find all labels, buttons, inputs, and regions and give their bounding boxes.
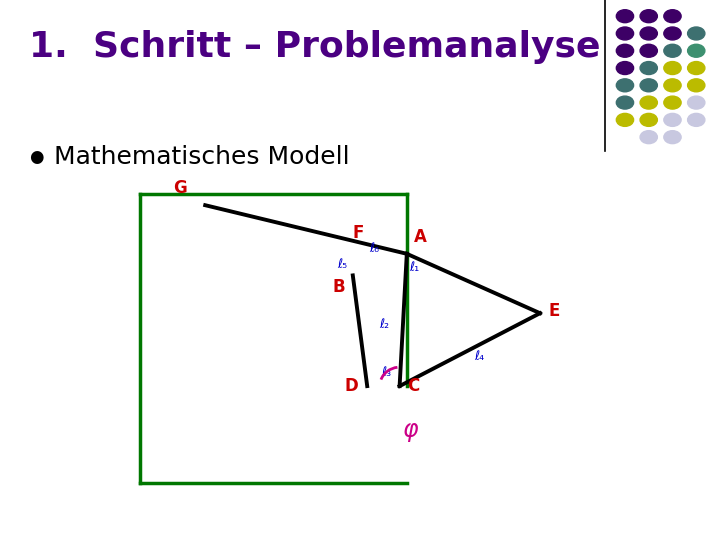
- Circle shape: [616, 27, 634, 40]
- Circle shape: [640, 96, 657, 109]
- Circle shape: [664, 131, 681, 144]
- Circle shape: [616, 10, 634, 23]
- Text: E: E: [549, 301, 560, 320]
- Circle shape: [664, 10, 681, 23]
- Circle shape: [640, 131, 657, 144]
- Circle shape: [688, 27, 705, 40]
- Circle shape: [640, 27, 657, 40]
- Text: ℓ₃: ℓ₃: [382, 366, 392, 379]
- Circle shape: [616, 96, 634, 109]
- Text: 1.  Schritt – Problemanalyse: 1. Schritt – Problemanalyse: [29, 30, 600, 64]
- Circle shape: [688, 62, 705, 75]
- Text: ℓ₁: ℓ₁: [409, 261, 419, 274]
- Text: ℓ₆: ℓ₆: [369, 242, 379, 255]
- Text: φ: φ: [402, 418, 418, 442]
- Circle shape: [664, 96, 681, 109]
- Circle shape: [664, 62, 681, 75]
- Circle shape: [640, 44, 657, 57]
- Circle shape: [616, 79, 634, 92]
- Circle shape: [664, 44, 681, 57]
- Text: C: C: [407, 377, 419, 395]
- Circle shape: [640, 79, 657, 92]
- Circle shape: [664, 113, 681, 126]
- Circle shape: [640, 62, 657, 75]
- Text: F: F: [352, 224, 364, 242]
- Text: ℓ₂: ℓ₂: [379, 318, 390, 330]
- Text: ℓ₅: ℓ₅: [337, 258, 347, 271]
- Text: B: B: [333, 278, 346, 296]
- Text: G: G: [174, 179, 187, 197]
- Circle shape: [640, 10, 657, 23]
- Text: ℓ₄: ℓ₄: [474, 350, 484, 363]
- Text: ●: ●: [29, 147, 43, 166]
- Circle shape: [664, 79, 681, 92]
- Circle shape: [616, 62, 634, 75]
- Circle shape: [616, 44, 634, 57]
- Text: A: A: [414, 228, 427, 246]
- Circle shape: [688, 79, 705, 92]
- Circle shape: [688, 44, 705, 57]
- Circle shape: [688, 96, 705, 109]
- Text: D: D: [345, 377, 359, 395]
- Text: Mathematisches Modell: Mathematisches Modell: [54, 145, 350, 168]
- Circle shape: [616, 113, 634, 126]
- Circle shape: [640, 113, 657, 126]
- Circle shape: [664, 27, 681, 40]
- Circle shape: [688, 113, 705, 126]
